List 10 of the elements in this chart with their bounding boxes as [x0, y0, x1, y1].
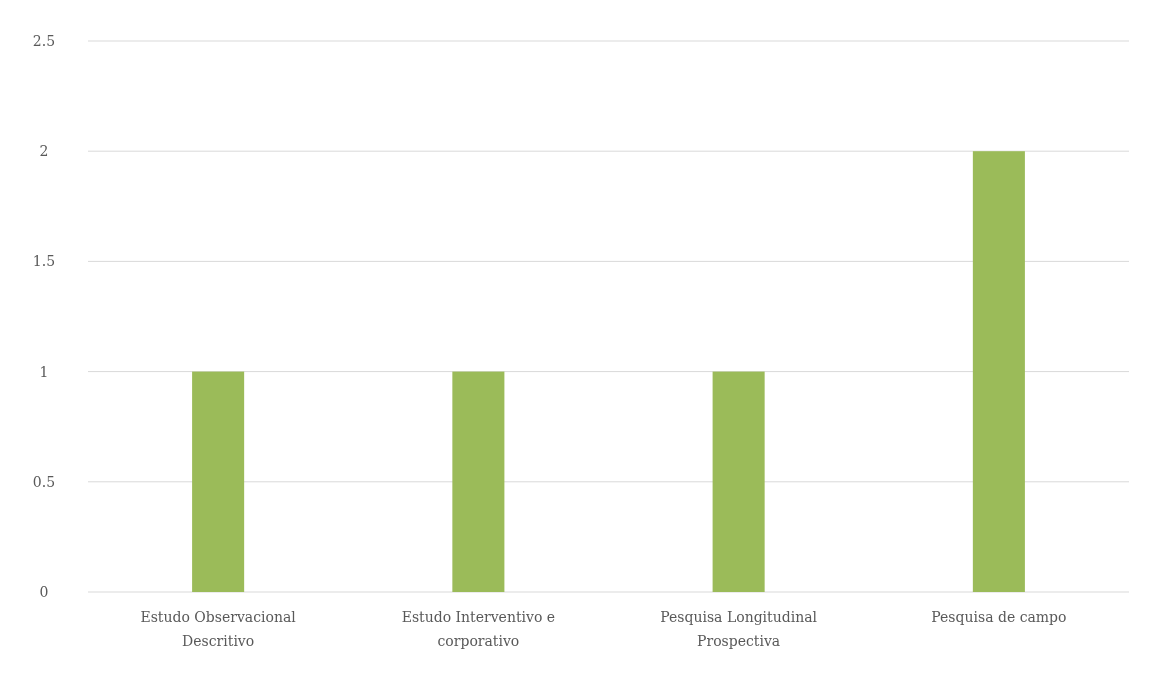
- x-tick-label: Pesquisa Longitudinal Prospectiva: [660, 609, 818, 649]
- y-tick-label: 0.5: [32, 473, 56, 490]
- y-tick-label: 1.5: [32, 253, 56, 270]
- y-tick-label: 2: [39, 143, 49, 160]
- x-tick-label: Pesquisa de campo: [931, 609, 1067, 625]
- x-tick-label: Estudo Interventivo e corporativo: [401, 609, 556, 649]
- y-tick-label: 0: [39, 583, 49, 600]
- y-tick-label: 1: [39, 363, 49, 380]
- x-tick-label: Estudo Observacional Descritivo: [140, 609, 297, 649]
- y-tick-label: 2.5: [32, 32, 56, 49]
